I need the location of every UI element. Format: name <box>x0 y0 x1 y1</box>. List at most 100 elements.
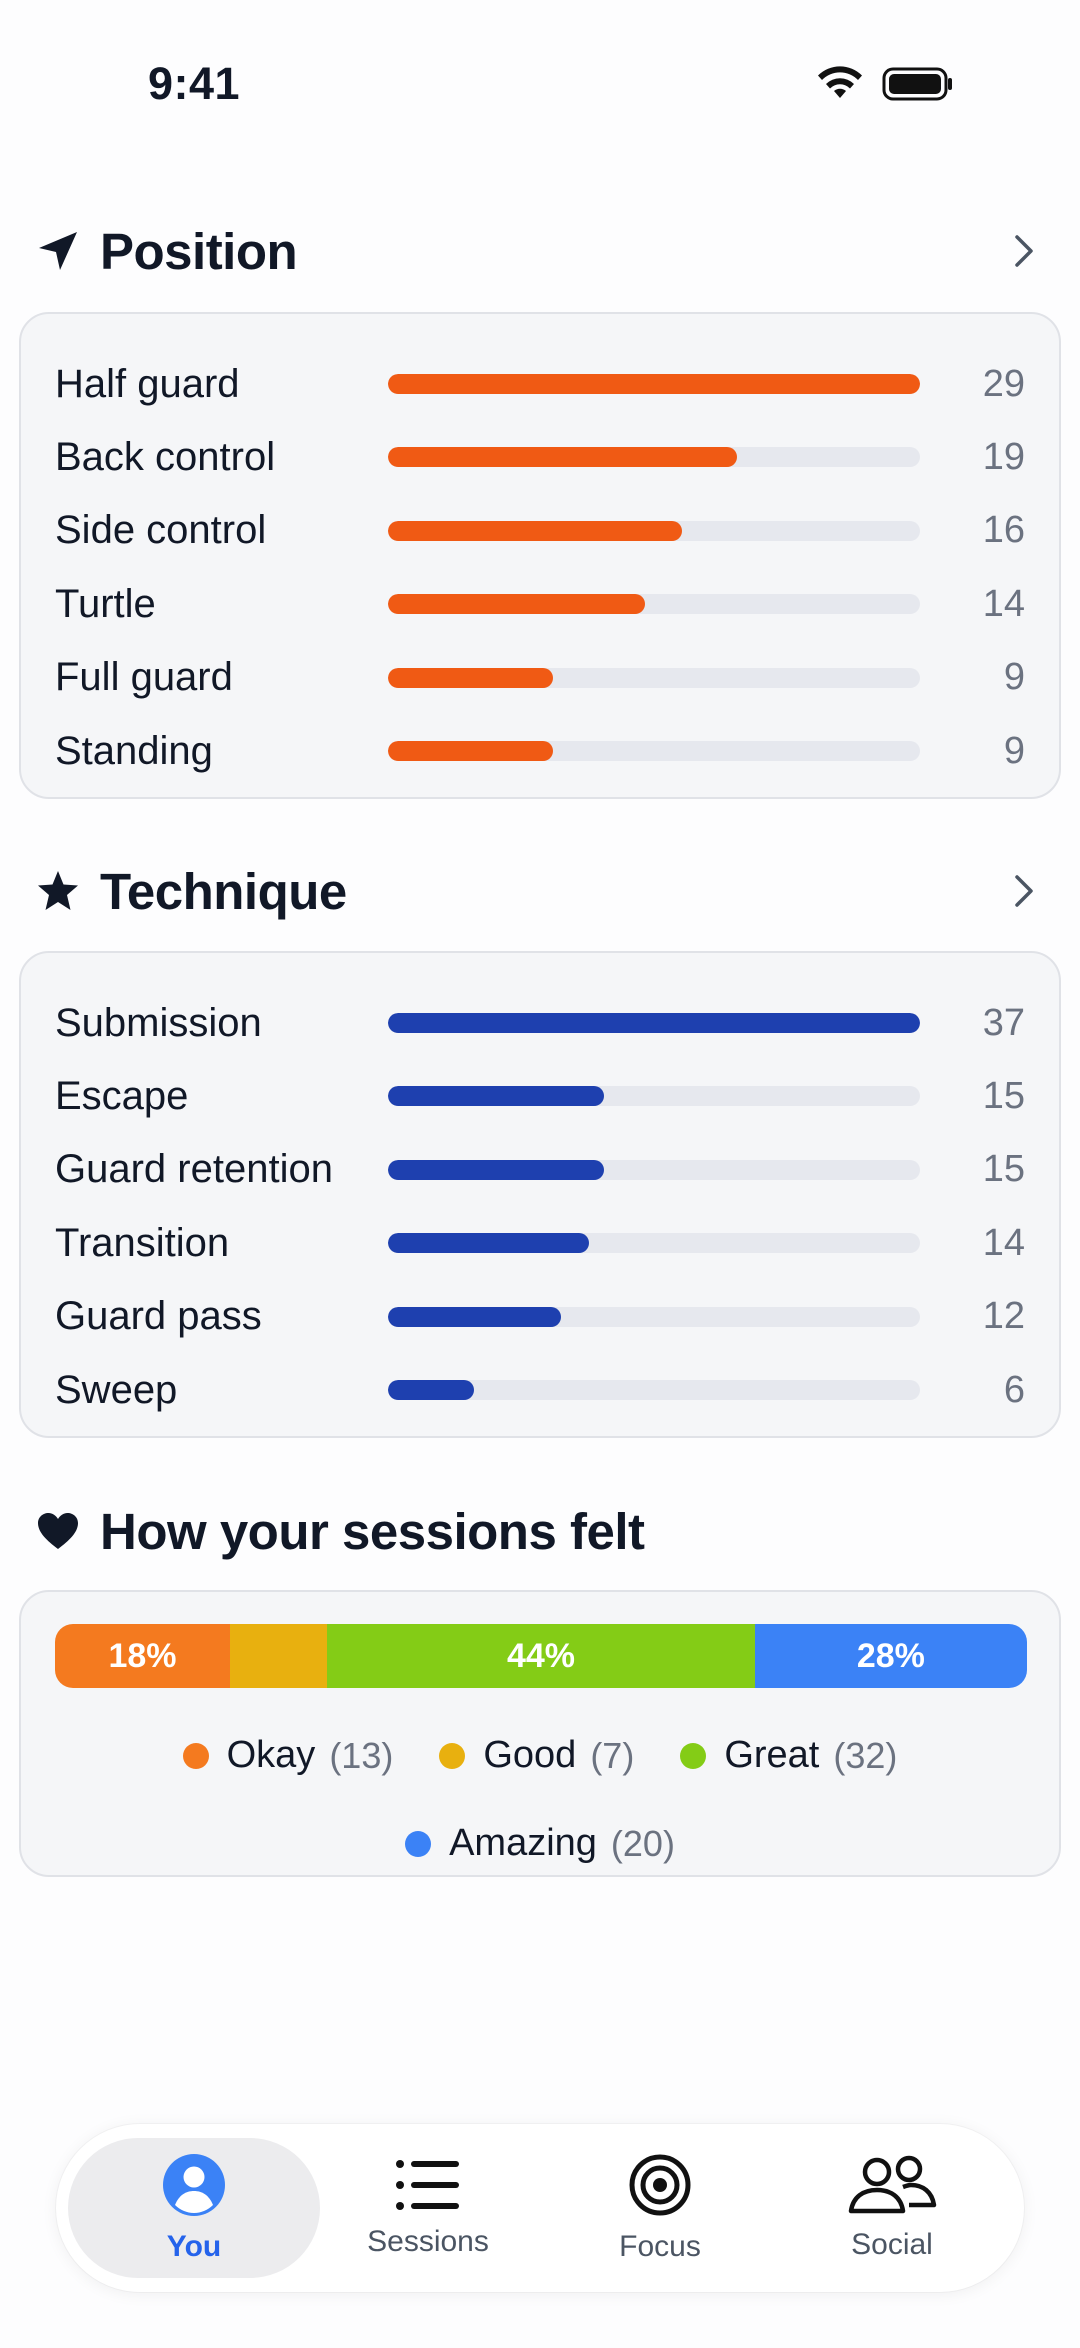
position-bar <box>388 667 554 688</box>
battery-icon <box>882 66 954 107</box>
legend-dot <box>439 1742 466 1769</box>
tab-bar: You Sessions Focus <box>56 2124 1024 2292</box>
position-row: Full guard 9 <box>21 648 1059 708</box>
technique-row: Sweep 6 <box>21 1360 1059 1420</box>
technique-label: Guard pass <box>55 1294 262 1339</box>
position-label: Half guard <box>55 361 240 406</box>
position-bar-track <box>388 741 920 761</box>
wifi-icon <box>816 66 864 107</box>
mood-legend: Amazing (20) <box>21 1822 1059 1865</box>
tab-focus[interactable]: Focus <box>534 2138 786 2278</box>
position-label: Turtle <box>55 581 156 626</box>
position-label: Side control <box>55 508 267 553</box>
technique-bar <box>388 1380 475 1400</box>
technique-bar-track <box>388 1306 920 1327</box>
technique-bar-track <box>388 1086 920 1107</box>
position-bar <box>388 374 920 394</box>
position-bar-track <box>388 667 920 688</box>
legend-name: Okay <box>226 1734 316 1776</box>
technique-count: 12 <box>982 1295 1025 1338</box>
tab-label: Sessions <box>367 2224 489 2258</box>
position-bar-track <box>388 520 920 541</box>
position-count: 19 <box>982 435 1025 478</box>
tab-social[interactable]: Social <box>766 2138 1018 2278</box>
position-bar <box>388 447 737 468</box>
tab-you[interactable]: You <box>68 2138 320 2278</box>
legend-dot <box>680 1742 707 1769</box>
technique-label: Guard retention <box>55 1147 333 1192</box>
technique-title: Technique <box>100 862 347 920</box>
technique-row: Guard retention 15 <box>21 1140 1059 1200</box>
star-icon <box>36 869 80 913</box>
mood-legend: Okay (13) Good (7) Great (32) <box>21 1734 1059 1777</box>
mood-segment-amazing: 28% <box>754 1624 1027 1688</box>
technique-bar-track <box>388 1013 920 1033</box>
target-icon <box>628 2153 692 2222</box>
technique-card: Submission 37 Escape 15 Guard retention 15 Tra… <box>19 951 1061 1438</box>
position-bar <box>388 741 554 761</box>
technique-row: Guard pass 12 <box>21 1287 1059 1347</box>
position-label: Standing <box>55 728 213 773</box>
legend-item-amazing: Amazing (20) <box>405 1822 675 1865</box>
legend-dot <box>405 1830 432 1857</box>
technique-bar <box>388 1086 604 1107</box>
mood-segment-great: 44% <box>327 1624 755 1688</box>
legend-count: (20) <box>610 1822 675 1864</box>
position-bar-track <box>388 594 920 615</box>
technique-bar-track <box>388 1233 920 1254</box>
legend-item-good: Good (7) <box>439 1734 634 1777</box>
person-icon <box>162 2153 226 2222</box>
position-count: 16 <box>982 509 1025 552</box>
position-card: Half guard 29 Back control 19 Side control 16… <box>19 312 1061 799</box>
status-icons <box>816 66 954 107</box>
tab-label: Focus <box>619 2229 701 2263</box>
heart-icon <box>36 1509 80 1553</box>
chevron-right-icon[interactable] <box>1004 871 1044 911</box>
position-bar <box>388 520 682 541</box>
tab-sessions[interactable]: Sessions <box>302 2138 554 2278</box>
technique-count: 14 <box>982 1221 1025 1264</box>
mood-distribution-bar: 18% 44% 28% <box>55 1624 1027 1688</box>
position-count: 14 <box>982 582 1025 625</box>
position-row: Turtle 14 <box>21 574 1059 634</box>
position-count: 9 <box>1003 656 1025 699</box>
position-row: Side control 16 <box>21 501 1059 561</box>
technique-row: Transition 14 <box>21 1213 1059 1273</box>
location-arrow-icon <box>36 229 80 273</box>
technique-bar-track <box>388 1380 920 1400</box>
position-bar-track <box>388 447 920 468</box>
legend-name: Amazing <box>449 1822 597 1864</box>
legend-name: Good <box>483 1734 577 1776</box>
position-count: 9 <box>1003 729 1025 772</box>
mood-segment-okay: 18% <box>55 1624 230 1688</box>
technique-count: 6 <box>1003 1368 1025 1411</box>
position-row: Half guard 29 <box>21 354 1059 414</box>
feelings-title: How your sessions felt <box>100 1502 645 1560</box>
position-label: Back control <box>55 434 276 479</box>
legend-count: (7) <box>590 1734 635 1776</box>
feelings-card: 18% 44% 28% Okay (13) Good (7) Great (32) Amazi… <box>19 1590 1061 1877</box>
legend-dot <box>182 1742 209 1769</box>
technique-bar-track <box>388 1159 920 1180</box>
list-icon <box>395 2158 461 2217</box>
legend-item-great: Great (32) <box>680 1734 897 1777</box>
chevron-right-icon[interactable] <box>1004 231 1044 271</box>
technique-count: 15 <box>982 1074 1025 1117</box>
legend-count: (13) <box>329 1734 394 1776</box>
position-count: 29 <box>982 362 1025 405</box>
technique-count: 37 <box>982 1001 1025 1044</box>
technique-bar <box>388 1306 561 1327</box>
technique-label: Transition <box>55 1220 230 1265</box>
position-bar <box>388 594 645 615</box>
legend-name: Great <box>724 1734 820 1776</box>
technique-bar <box>388 1233 590 1254</box>
technique-count: 15 <box>982 1148 1025 1191</box>
technique-header[interactable]: Technique <box>36 851 1044 931</box>
technique-bar <box>388 1013 920 1033</box>
tab-label: Social <box>851 2227 933 2261</box>
position-label: Full guard <box>55 655 233 700</box>
position-header[interactable]: Position <box>36 211 1044 291</box>
technique-bar <box>388 1159 604 1180</box>
technique-label: Sweep <box>55 1367 178 1412</box>
